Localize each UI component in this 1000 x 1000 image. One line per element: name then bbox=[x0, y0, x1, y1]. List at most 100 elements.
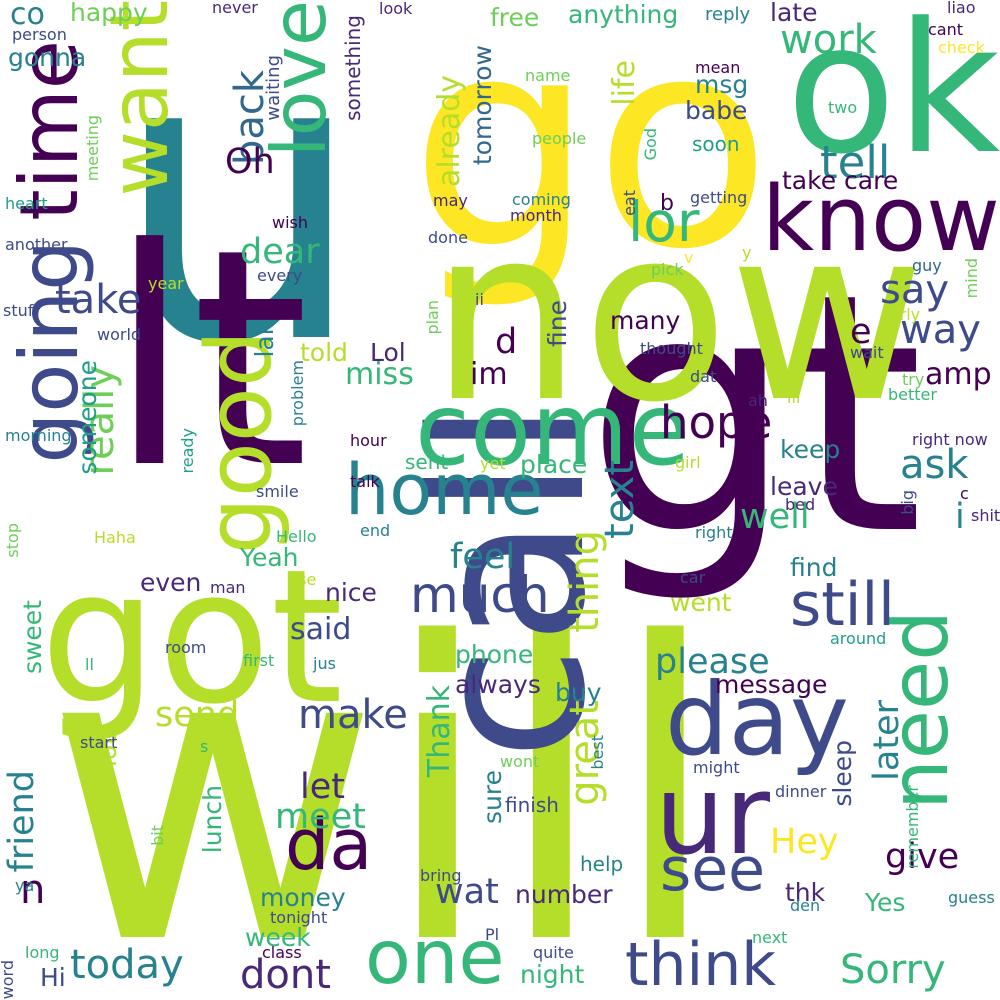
cloud-word: ll bbox=[85, 655, 94, 674]
cloud-word: number bbox=[515, 880, 613, 909]
cloud-word: dinner bbox=[775, 782, 827, 801]
cloud-word: miss bbox=[345, 357, 414, 392]
cloud-word: something bbox=[341, 15, 365, 121]
cloud-word: Thank bbox=[422, 685, 457, 778]
cloud-word: talk bbox=[350, 472, 380, 491]
cloud-word: told bbox=[300, 338, 348, 367]
cloud-word: end bbox=[360, 521, 391, 540]
cloud-word: word bbox=[0, 960, 17, 1000]
cloud-word: lar bbox=[250, 325, 279, 358]
cloud-word: lor bbox=[628, 190, 700, 254]
cloud-word: lt bbox=[108, 185, 309, 534]
cloud-word: stuff bbox=[3, 301, 39, 320]
cloud-word: remember bbox=[903, 785, 922, 869]
cloud-word: first bbox=[243, 651, 275, 670]
cloud-word: car bbox=[680, 568, 706, 587]
cloud-word: later bbox=[867, 700, 907, 781]
cloud-word: will bbox=[45, 556, 723, 1000]
cloud-word: life bbox=[607, 60, 642, 106]
cloud-word: early bbox=[880, 305, 921, 324]
cloud-word: work bbox=[780, 17, 877, 63]
cloud-word: good bbox=[187, 330, 292, 555]
cloud-word: fine bbox=[543, 300, 572, 347]
cloud-word: try bbox=[902, 370, 925, 389]
cloud-word: Lol bbox=[370, 338, 406, 367]
cloud-word: buy bbox=[555, 678, 602, 707]
cloud-word: Yeah bbox=[240, 543, 299, 572]
cloud-word: happy bbox=[70, 0, 148, 27]
cloud-word: night bbox=[520, 960, 585, 989]
cloud-word: nice bbox=[325, 578, 377, 607]
cloud-word: free bbox=[490, 3, 540, 32]
cloud-word: cant bbox=[928, 20, 964, 39]
cloud-word: heart bbox=[5, 194, 48, 213]
cloud-word: Haha bbox=[94, 528, 136, 547]
cloud-word: help bbox=[580, 852, 624, 876]
cloud-word: getting bbox=[690, 188, 748, 207]
cloud-word: text bbox=[597, 460, 643, 539]
cloud-word: Hi bbox=[40, 963, 66, 992]
cloud-word: best bbox=[588, 735, 607, 770]
cloud-word: may bbox=[433, 191, 468, 210]
cloud-word: yet bbox=[480, 454, 506, 473]
cloud-word: gonna bbox=[8, 43, 87, 72]
cloud-word: world bbox=[97, 325, 142, 344]
cloud-word: wat bbox=[435, 872, 499, 912]
cloud-word: tomorrow bbox=[468, 45, 497, 166]
cloud-word: someone bbox=[73, 360, 102, 475]
cloud-word: sure bbox=[478, 770, 507, 824]
cloud-word: always bbox=[455, 670, 541, 699]
cloud-word: jus bbox=[313, 654, 336, 673]
cloud-word: n bbox=[20, 867, 46, 913]
cloud-word: bring bbox=[420, 866, 462, 885]
cloud-word: liao bbox=[947, 0, 976, 17]
cloud-word: friend bbox=[2, 770, 42, 873]
cloud-word: Hey bbox=[770, 822, 839, 862]
cloud-word: ii bbox=[475, 290, 484, 309]
cloud-word: girl bbox=[675, 453, 701, 472]
cloud-word: dear bbox=[240, 232, 320, 272]
cloud-word: leave bbox=[770, 472, 838, 501]
cloud-word: thk bbox=[785, 878, 826, 907]
cloud-word: den bbox=[790, 896, 821, 915]
cloud-word: start bbox=[80, 733, 118, 752]
cloud-word: reply bbox=[705, 4, 751, 25]
cloud-word: late bbox=[770, 0, 818, 27]
cloud-word: better bbox=[888, 385, 937, 404]
cloud-word: next bbox=[752, 928, 788, 947]
cloud-word: sleep bbox=[828, 740, 857, 807]
cloud-word: i bbox=[955, 497, 965, 537]
cloud-word: another bbox=[5, 235, 68, 254]
cloud-word: coming bbox=[512, 190, 571, 209]
cloud-word: waiting bbox=[263, 55, 284, 121]
cloud-word: one bbox=[365, 913, 505, 1000]
cloud-word: know bbox=[762, 167, 1000, 272]
cloud-word: place bbox=[520, 450, 588, 479]
cloud-word: money bbox=[260, 883, 346, 912]
cloud-word: please bbox=[655, 642, 770, 682]
cloud-word: mean bbox=[695, 58, 741, 77]
cloud-word: hour bbox=[350, 431, 387, 450]
cloud-word: way bbox=[900, 307, 981, 353]
cloud-word: wait bbox=[850, 343, 884, 362]
cloud-word: take care bbox=[782, 166, 899, 195]
cloud-word: ur bbox=[655, 751, 770, 879]
cloud-word: lunch bbox=[198, 785, 227, 854]
cloud-word: home bbox=[345, 449, 544, 531]
cloud-word: wish bbox=[272, 213, 309, 232]
cloud-word: co bbox=[10, 0, 45, 32]
cloud-word: think bbox=[625, 930, 776, 1000]
cloud-word: even bbox=[140, 568, 202, 597]
cloud-word: b bbox=[660, 191, 674, 216]
cloud-word: God bbox=[641, 128, 660, 161]
cloud-word: people bbox=[532, 129, 587, 148]
cloud-word: man bbox=[210, 578, 246, 597]
cloud-word: still bbox=[790, 570, 895, 640]
cloud-word: day bbox=[665, 661, 849, 778]
cloud-word: make bbox=[298, 692, 408, 738]
cloud-word: feel bbox=[450, 537, 516, 577]
cloud-word: already bbox=[432, 75, 467, 188]
cloud-word: mind bbox=[962, 258, 981, 299]
cloud-word: week bbox=[245, 923, 311, 952]
